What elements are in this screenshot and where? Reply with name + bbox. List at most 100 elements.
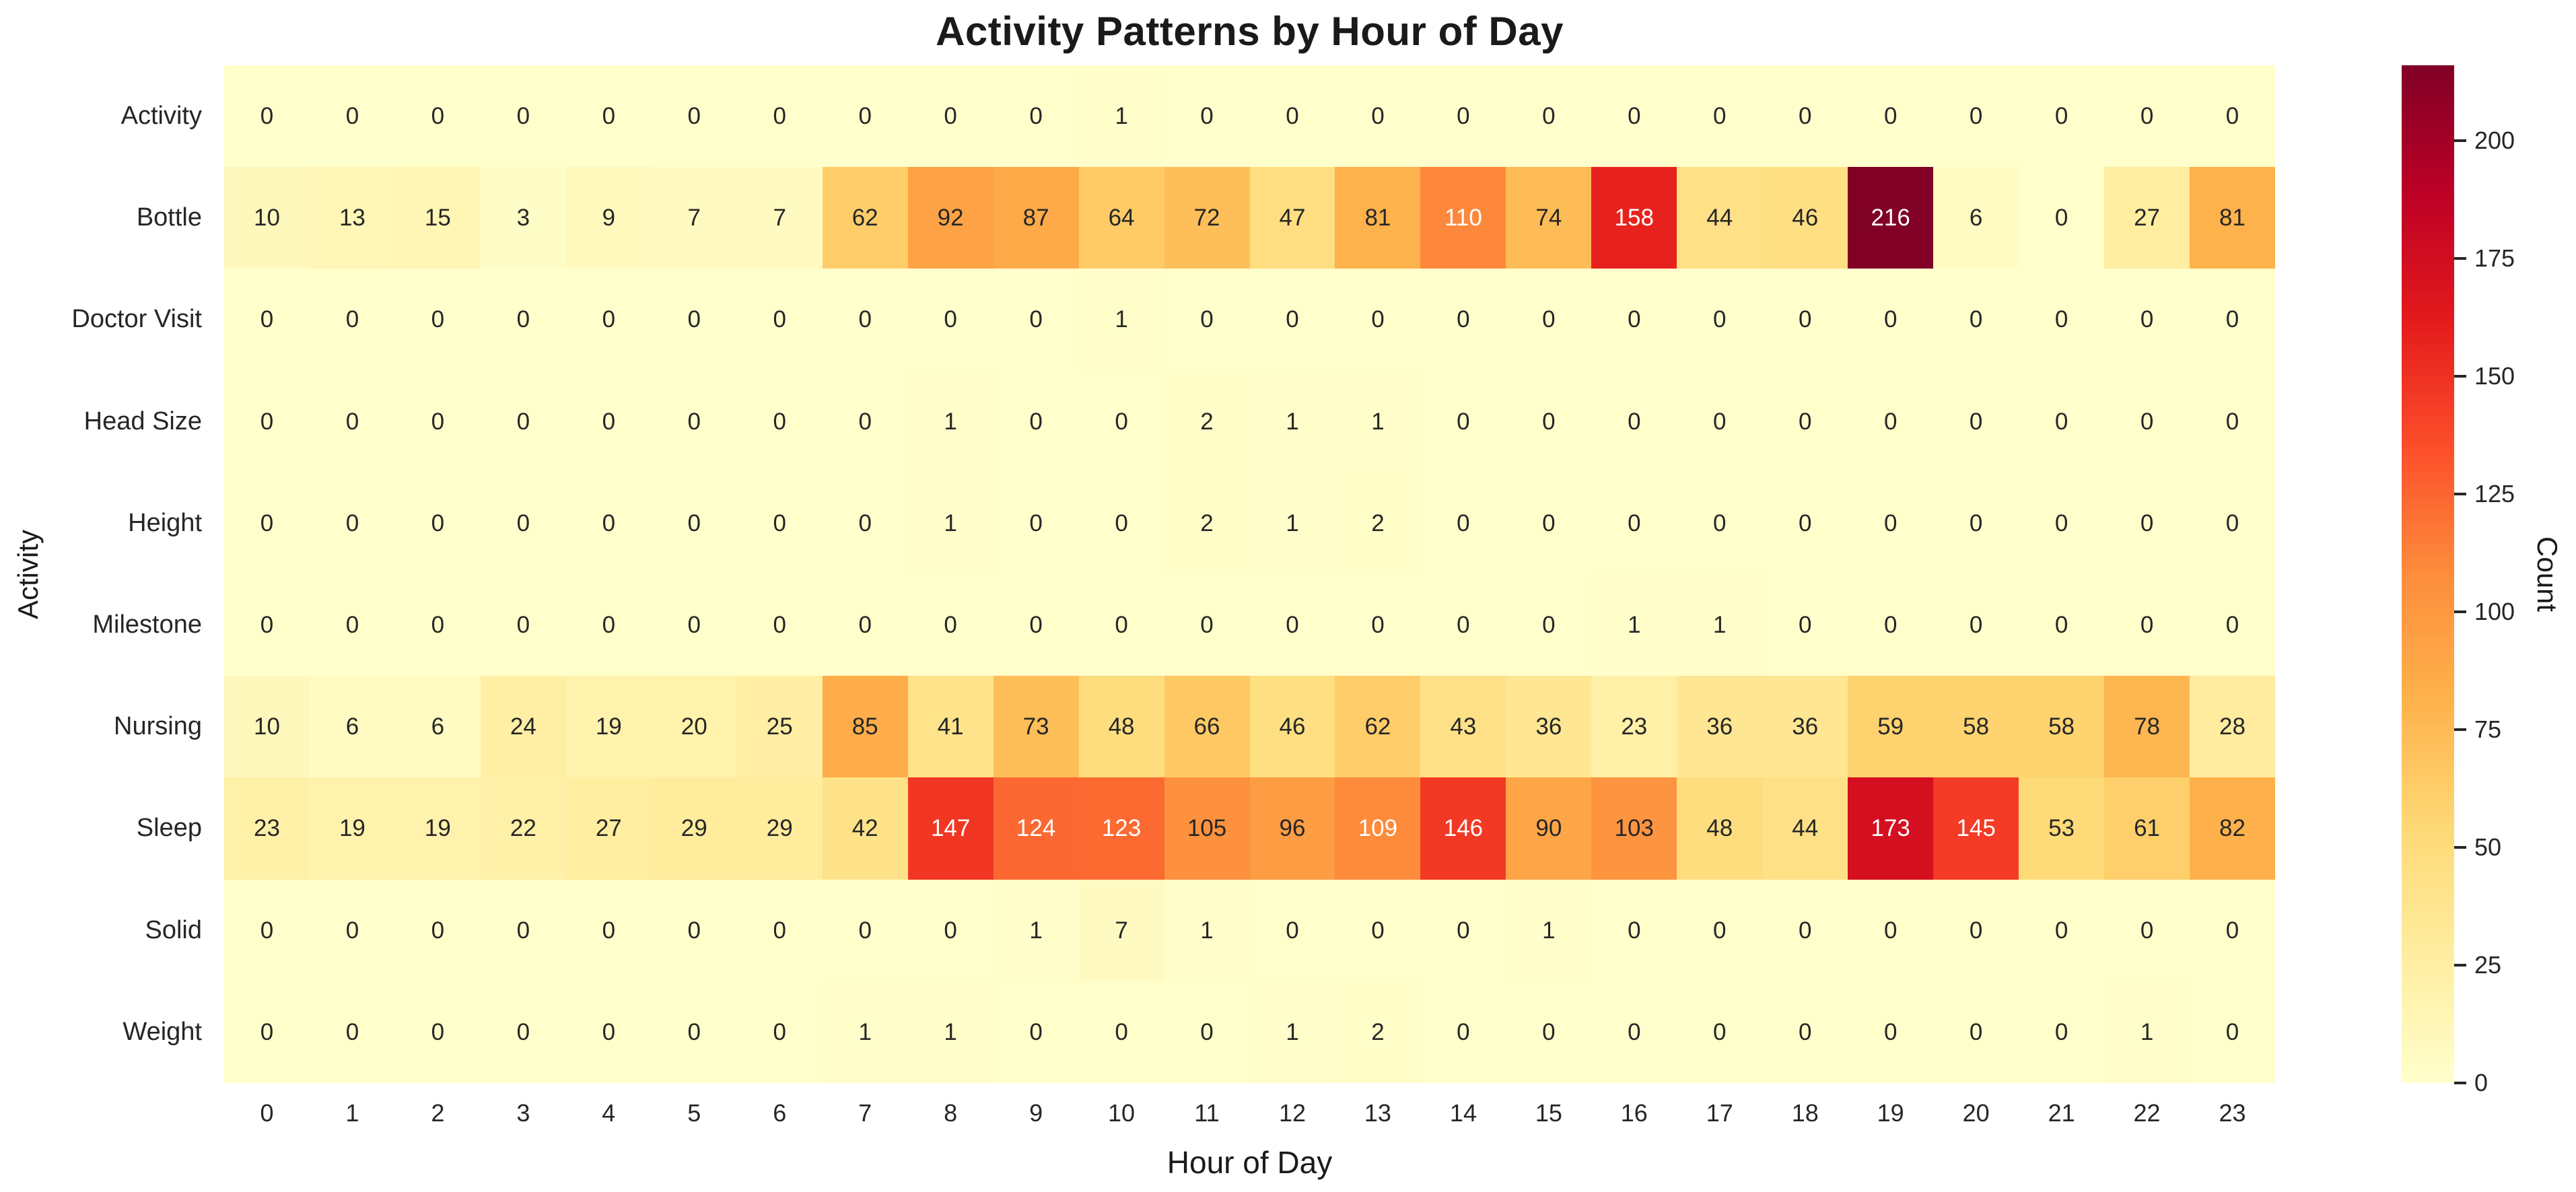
heatmap-cell: 1 (1677, 573, 1763, 676)
heatmap-cell: 0 (224, 472, 310, 574)
heatmap-cell: 0 (2190, 65, 2275, 168)
heatmap-cell: 0 (1933, 981, 2019, 1083)
colorbar-tick-label: 75 (2474, 715, 2502, 743)
heatmap-cell: 0 (1420, 269, 1506, 371)
x-tick-label: 22 (2133, 1099, 2161, 1127)
heatmap-cell: 0 (1420, 472, 1506, 574)
heatmap-cell: 58 (1933, 676, 2019, 778)
heatmap-cell: 27 (565, 777, 652, 880)
heatmap-cell: 7 (651, 167, 737, 269)
heatmap-cell: 1 (907, 370, 994, 472)
heatmap-cell: 1 (1249, 370, 1335, 472)
heatmap-cell: 0 (309, 879, 395, 981)
heatmap-cell: 0 (1933, 65, 2019, 168)
heatmap-cell: 0 (822, 65, 908, 168)
heatmap-cell: 0 (480, 879, 566, 981)
heatmap-cell: 0 (1848, 981, 1934, 1083)
colorbar-tick-label: 175 (2474, 244, 2515, 272)
x-tick-label: 19 (1877, 1099, 1904, 1127)
colorbar-tick-label: 125 (2474, 480, 2515, 507)
heatmap-cell: 0 (224, 573, 310, 676)
x-tick-label: 21 (2048, 1099, 2075, 1127)
heatmap-cell: 0 (309, 370, 395, 472)
x-tick-label: 18 (1791, 1099, 1819, 1127)
heatmap-cell: 0 (1591, 879, 1677, 981)
heatmap-cell: 82 (2190, 777, 2275, 880)
heatmap-cell: 1 (1335, 370, 1421, 472)
heatmap-cell: 85 (822, 676, 908, 778)
colorbar-tick-mark (2454, 1082, 2466, 1084)
heatmap-cell: 0 (2104, 269, 2190, 371)
heatmap-cell: 0 (1506, 573, 1592, 676)
heatmap-cell: 0 (1677, 65, 1763, 168)
heatmap-cell: 0 (394, 370, 481, 472)
y-tick-label: Height (128, 508, 202, 537)
x-axis-label: Hour of Day (1167, 1145, 1333, 1180)
heatmap-cell: 0 (736, 269, 823, 371)
heatmap-cell: 0 (651, 65, 737, 168)
heatmap-cell: 0 (907, 269, 994, 371)
heatmap-cell: 0 (394, 981, 481, 1083)
heatmap-cell: 0 (1591, 472, 1677, 574)
chart-title: Activity Patterns by Hour of Day (936, 9, 1564, 54)
heatmap-cell: 61 (2104, 777, 2190, 880)
heatmap-cell: 0 (907, 65, 994, 168)
heatmap-cell: 0 (2019, 167, 2105, 269)
heatmap-cell: 0 (1677, 269, 1763, 371)
heatmap-cell: 72 (1164, 167, 1250, 269)
colorbar-tick-mark (2454, 846, 2466, 849)
heatmap-cell: 109 (1335, 777, 1421, 880)
y-tick-label: Nursing (114, 712, 202, 741)
heatmap-cell: 216 (1848, 167, 1934, 269)
x-tick-label: 7 (858, 1099, 872, 1127)
colorbar-tick-mark (2454, 257, 2466, 260)
x-tick-labels: 0 1 2 3 4 5 6 7 8 9 10 11 12 13 14 15 16 17 18 19 20 21 22 23 (224, 1099, 2275, 1130)
x-tick-label: 3 (516, 1099, 530, 1127)
heatmap-cell: 0 (1078, 981, 1164, 1083)
heatmap-cell: 0 (2104, 573, 2190, 676)
heatmap-cell: 145 (1933, 777, 2019, 880)
heatmap-cell: 42 (822, 777, 908, 880)
heatmap-cell: 1 (2104, 981, 2190, 1083)
heatmap-cell: 1 (1249, 981, 1335, 1083)
heatmap-cell: 0 (309, 269, 395, 371)
heatmap-cell: 0 (651, 573, 737, 676)
heatmap-cell: 0 (651, 370, 737, 472)
heatmap-cell: 1 (1164, 879, 1250, 981)
heatmap-cell: 1 (1591, 573, 1677, 676)
heatmap-cell: 90 (1506, 777, 1592, 880)
heatmap-cell: 73 (993, 676, 1079, 778)
heatmap-cell: 0 (565, 370, 652, 472)
heatmap-cell: 24 (480, 676, 566, 778)
heatmap-cell: 46 (1762, 167, 1848, 269)
heatmap-cell: 0 (1420, 879, 1506, 981)
heatmap-cell: 0 (1591, 370, 1677, 472)
heatmap-cell: 43 (1420, 676, 1506, 778)
heatmap-cell: 0 (1164, 269, 1250, 371)
heatmap-cell: 0 (565, 269, 652, 371)
heatmap-cell: 44 (1677, 167, 1763, 269)
x-tick-label: 23 (2219, 1099, 2246, 1127)
heatmap-cell: 48 (1078, 676, 1164, 778)
heatmap-cell: 0 (1762, 269, 1848, 371)
heatmap-cell: 0 (1762, 65, 1848, 168)
heatmap-cell: 0 (224, 981, 310, 1083)
heatmap-cell: 0 (480, 370, 566, 472)
heatmap-cell: 0 (2019, 472, 2105, 574)
heatmap-cell: 110 (1420, 167, 1506, 269)
heatmap-cell: 0 (1762, 573, 1848, 676)
heatmap-cell: 0 (1848, 573, 1934, 676)
heatmap-cell: 0 (1848, 370, 1934, 472)
heatmap-cell: 19 (309, 777, 395, 880)
heatmap-cell: 0 (1506, 981, 1592, 1083)
heatmap-cell: 0 (224, 370, 310, 472)
heatmap-cell: 0 (1078, 370, 1164, 472)
heatmap-cell: 0 (2104, 65, 2190, 168)
heatmap-cell: 87 (993, 167, 1079, 269)
heatmap-cell: 2 (1335, 472, 1421, 574)
heatmap-cell: 0 (1164, 573, 1250, 676)
heatmap-cell: 0 (1078, 573, 1164, 676)
heatmap-cell: 0 (1420, 981, 1506, 1083)
heatmap-cell: 0 (1591, 269, 1677, 371)
heatmap-cell: 0 (1335, 269, 1421, 371)
